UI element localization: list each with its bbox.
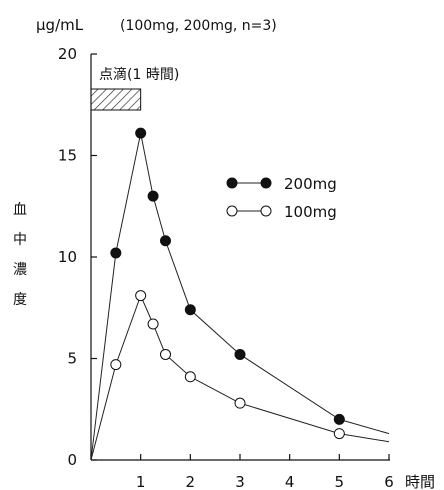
series-layer <box>90 127 390 461</box>
y-tick-label: 5 <box>67 350 77 368</box>
y-axis-unit: μg/mL <box>36 16 84 34</box>
x-tick-label: 3 <box>235 473 245 490</box>
data-point <box>147 318 159 330</box>
x-tick-label: 2 <box>186 473 196 490</box>
legend-label: 200mg <box>284 175 337 193</box>
y-axis-label-char: 度 <box>13 292 27 308</box>
x-axis-label: 時間 <box>405 473 435 490</box>
y-axis-label-char: 中 <box>13 232 27 248</box>
data-point <box>135 290 147 302</box>
legend-marker <box>226 205 238 217</box>
legend: 200mg 100mg <box>226 175 337 221</box>
data-point <box>135 127 147 139</box>
infusion-marker: 点滴(1 時間) <box>90 66 179 111</box>
y-tick-label: 15 <box>58 147 77 165</box>
data-point <box>333 428 345 440</box>
legend-marker <box>226 177 238 189</box>
infusion-bar <box>90 88 142 111</box>
x-tick-label: 5 <box>335 473 345 490</box>
legend-marker <box>260 177 272 189</box>
data-point <box>160 348 171 360</box>
y-tick-label: 20 <box>58 45 77 63</box>
y-tick-label: 0 <box>67 451 77 469</box>
infusion-label: 点滴(1 時間) <box>99 66 179 83</box>
y-axis-label-char: 血 <box>13 202 27 218</box>
data-point <box>234 348 246 360</box>
x-tick-label: 4 <box>285 473 295 490</box>
series-200mg <box>90 127 390 461</box>
y-axis-ticks: 0 5 10 15 20 <box>58 45 97 469</box>
legend-label: 100mg <box>284 203 337 221</box>
data-point <box>147 190 159 202</box>
data-point <box>184 371 196 383</box>
y-axis-label-char: 濃 <box>13 262 27 278</box>
data-point <box>110 247 122 259</box>
condition-note: (100mg, 200mg, n=3) <box>120 18 277 34</box>
x-tick-label: 6 <box>384 473 394 490</box>
data-point <box>110 359 122 371</box>
data-point <box>184 304 196 316</box>
series-100mg <box>90 290 390 461</box>
x-tick-label: 1 <box>136 473 146 490</box>
legend-marker <box>260 205 272 217</box>
y-tick-label: 10 <box>58 248 77 266</box>
data-point <box>160 235 171 247</box>
data-point <box>333 413 345 425</box>
data-point <box>234 397 246 409</box>
